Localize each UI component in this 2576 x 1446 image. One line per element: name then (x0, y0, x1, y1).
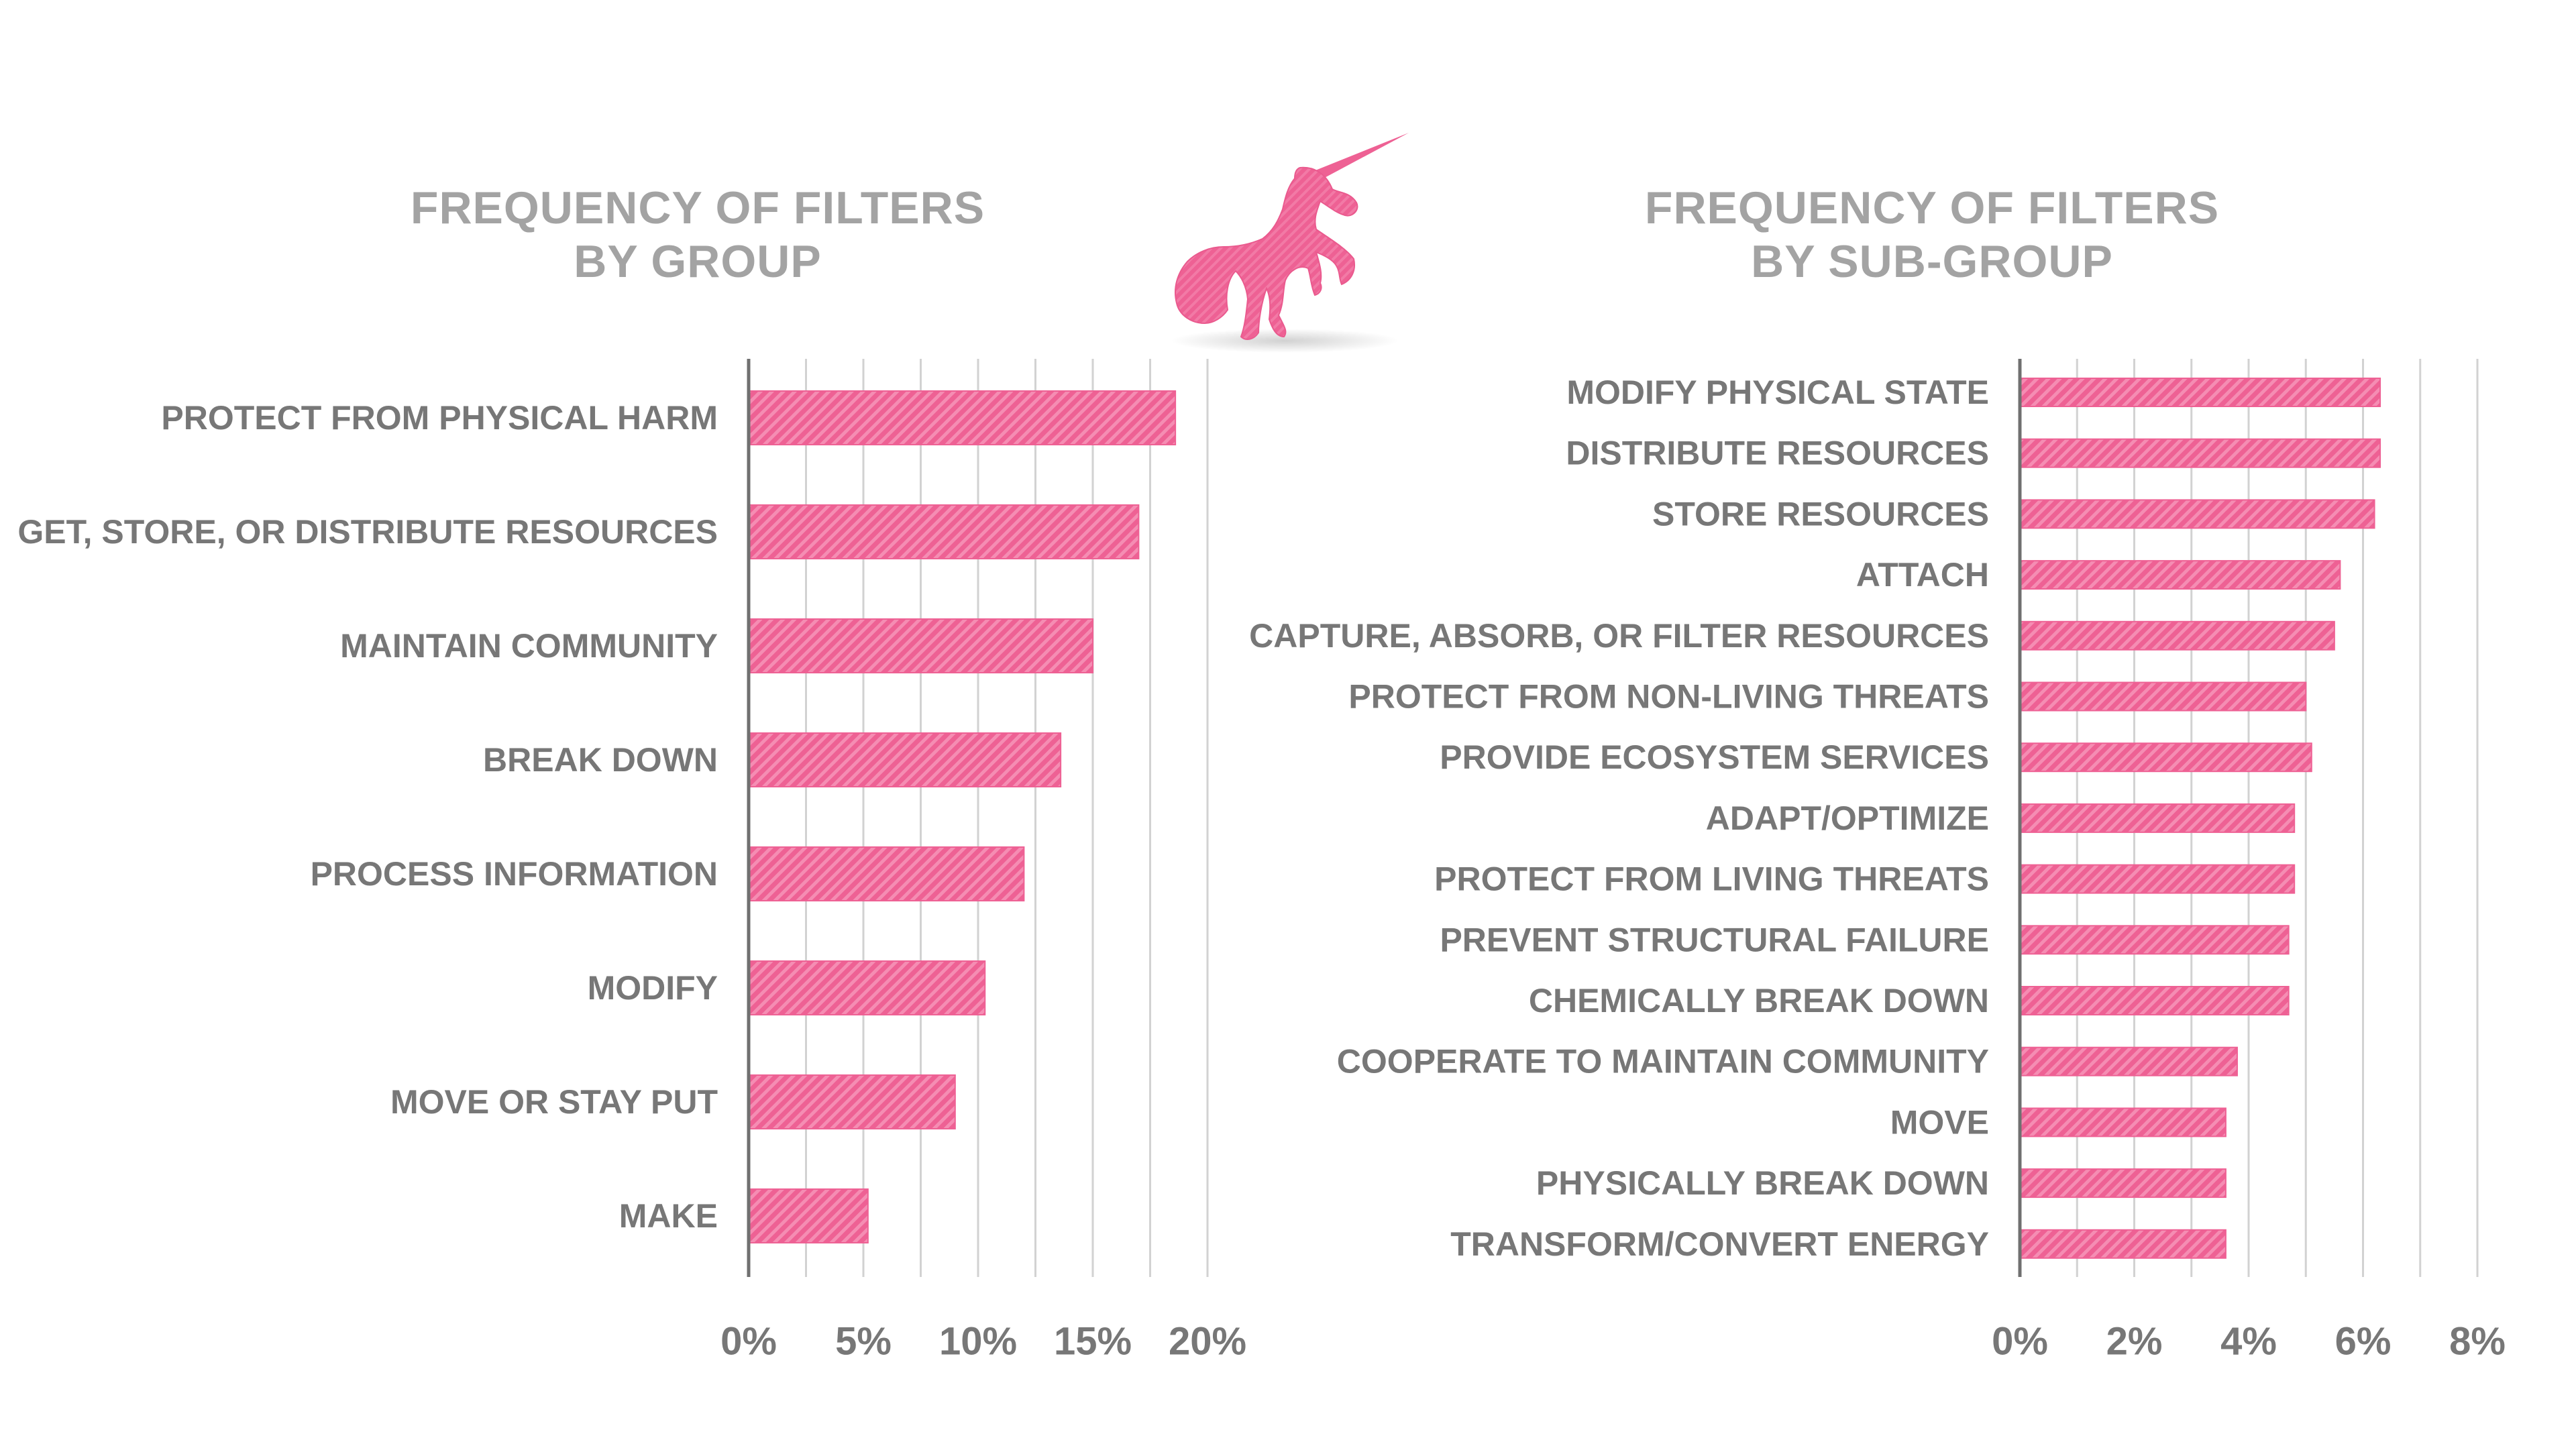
bar (2019, 438, 2381, 468)
bar (2019, 925, 2290, 955)
chart-title-line: BY GROUP (574, 236, 822, 287)
category-label: MOVE (1890, 1103, 1989, 1141)
x-tick-label: 20% (1169, 1320, 1246, 1364)
category-label: PROTECT FROM PHYSICAL HARM (161, 399, 718, 437)
bar (2019, 560, 2341, 590)
chart-title-line: FREQUENCY OF FILTERS (410, 182, 985, 233)
x-tick-label: 15% (1054, 1320, 1132, 1364)
bar (2019, 378, 2381, 407)
x-tick-label: 0% (1992, 1320, 2048, 1364)
bar (748, 390, 1177, 445)
bar (2019, 742, 2312, 773)
bar (2019, 1168, 2226, 1199)
category-label: COOPERATE TO MAINTAIN COMMUNITY (1337, 1043, 1989, 1080)
chart-title-line: BY SUB-GROUP (1751, 236, 2113, 287)
bar (2019, 499, 2375, 529)
bar (2019, 986, 2290, 1015)
bar (748, 504, 1140, 559)
category-label: ADAPT/OPTIMIZE (1706, 799, 1989, 837)
category-label: GET, STORE, OR DISTRIBUTE RESOURCES (17, 513, 718, 551)
category-label: DISTRIBUTE RESOURCES (1566, 435, 1989, 472)
category-label: PROCESS INFORMATION (311, 855, 718, 893)
category-label: CAPTURE, ABSORB, OR FILTER RESOURCES (1249, 617, 1989, 655)
x-tick-label: 2% (2106, 1320, 2163, 1364)
category-label: PREVENT STRUCTURAL FAILURE (1440, 921, 1989, 958)
bar (748, 960, 986, 1015)
category-label: TRANSFORM/CONVERT ENERGY (1450, 1225, 1989, 1263)
category-label: MODIFY PHYSICAL STATE (1566, 374, 1989, 411)
category-label: PROTECT FROM LIVING THREATS (1434, 860, 1989, 898)
chart-title-by-sub-group: FREQUENCY OF FILTERS BY SUB-GROUP (1597, 181, 2267, 288)
bar (2019, 620, 2335, 651)
x-tick-label: 6% (2335, 1320, 2392, 1364)
category-label: PROVIDE ECOSYSTEM SERVICES (1440, 738, 1989, 776)
category-label: ATTACH (1856, 556, 1989, 594)
category-label: CHEMICALLY BREAK DOWN (1529, 982, 1989, 1019)
x-tick-label: 8% (2449, 1320, 2506, 1364)
category-label: PHYSICALLY BREAK DOWN (1536, 1164, 1989, 1202)
chart-title-by-group: FREQUENCY OF FILTERS BY GROUP (376, 181, 1020, 288)
bar (2019, 1229, 2226, 1259)
category-label: MODIFY (588, 969, 718, 1007)
category-label: MAINTAIN COMMUNITY (340, 627, 718, 665)
x-tick-label: 5% (835, 1320, 892, 1364)
bar (2019, 1046, 2238, 1076)
bar (748, 618, 1093, 673)
bar (2019, 1107, 2226, 1137)
bar (748, 1074, 956, 1129)
unicorn-body (1174, 166, 1358, 340)
bar (2019, 803, 2296, 833)
logo-shadow (1171, 329, 1399, 353)
x-tick-label: 4% (2220, 1320, 2277, 1364)
category-label: BREAK DOWN (483, 741, 718, 779)
bar (748, 732, 1062, 787)
bar (748, 1188, 869, 1243)
category-label: PROTECT FROM NON-LIVING THREATS (1348, 678, 1989, 716)
category-label: MOVE OR STAY PUT (390, 1083, 718, 1121)
unicorn-horn (1305, 133, 1409, 185)
bar (2019, 864, 2296, 894)
category-label: MAKE (619, 1197, 718, 1235)
bar (748, 846, 1025, 901)
x-tick-label: 0% (720, 1320, 777, 1364)
category-label: STORE RESOURCES (1652, 495, 1989, 533)
chart-title-line: FREQUENCY OF FILTERS (1644, 182, 2220, 233)
bar (2019, 681, 2307, 712)
unicorn-silhouette-icon (1171, 133, 1409, 353)
x-tick-label: 10% (939, 1320, 1017, 1364)
